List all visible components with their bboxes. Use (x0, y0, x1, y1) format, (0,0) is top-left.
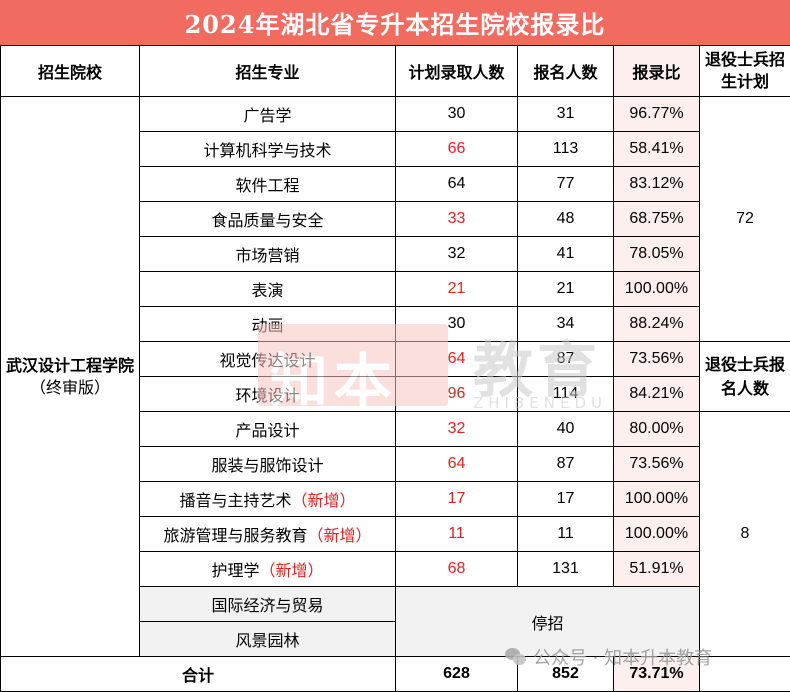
applicants-cell: 41 (518, 237, 614, 272)
major-name: 市场营销 (235, 246, 299, 265)
planned-cell: 30 (396, 307, 518, 342)
new-tag: （新增） (260, 561, 324, 580)
major-cell: 服装与服饰设计 (140, 447, 396, 482)
header-row: 招生院校 招生专业 计划录取人数 报名人数 报录比 退役士兵招生计划 (1, 46, 790, 97)
major-cell: 软件工程 (140, 167, 396, 202)
major-name: 服装与服饰设计 (211, 456, 323, 475)
major-cell: 旅游管理与服务教育（新增） (140, 517, 396, 552)
total-label: 合计 (1, 657, 396, 692)
applicants-cell: 113 (518, 132, 614, 167)
major-cell: 广告学 (140, 97, 396, 132)
admission-ratio-table: 招生院校 招生专业 计划录取人数 报名人数 报录比 退役士兵招生计划 武汉设计工… (0, 45, 790, 692)
page-title: 2024年湖北省专升本招生院校报录比 (0, 0, 790, 45)
ratio-cell: 100.00% (614, 482, 700, 517)
major-cell: 计算机科学与技术 (140, 132, 396, 167)
applicants-cell: 21 (518, 272, 614, 307)
ratio-cell: 96.77% (614, 97, 700, 132)
ratio-cell: 83.12% (614, 167, 700, 202)
planned-cell: 32 (396, 237, 518, 272)
major-cell: 动画 (140, 307, 396, 342)
ratio-cell: 51.91% (614, 552, 700, 587)
ratio-cell: 88.24% (614, 307, 700, 342)
major-name: 旅游管理与服务教育 (163, 526, 307, 545)
applicants-cell: 87 (518, 447, 614, 482)
applicants-cell: 34 (518, 307, 614, 342)
applicants-cell: 77 (518, 167, 614, 202)
applicants-cell: 114 (518, 377, 614, 412)
ratio-cell: 58.41% (614, 132, 700, 167)
planned-cell: 96 (396, 377, 518, 412)
planned-cell: 21 (396, 272, 518, 307)
ratio-cell: 100.00% (614, 517, 700, 552)
footer-watermark-text: 公众号 · 知本升本教育 (533, 644, 712, 670)
applicants-cell: 87 (518, 342, 614, 377)
header-planned: 计划录取人数 (396, 46, 518, 97)
major-name: 软件工程 (235, 176, 299, 195)
major-name: 护理学 (211, 561, 259, 580)
major-cell: 产品设计 (140, 412, 396, 447)
ratio-cell: 73.56% (614, 447, 700, 482)
new-tag: （新增） (308, 526, 372, 545)
major-name: 食品质量与安全 (211, 211, 323, 230)
major-name: 视觉传达设计 (219, 351, 315, 370)
major-cell: 市场营销 (140, 237, 396, 272)
applicants-cell: 48 (518, 202, 614, 237)
ratio-cell: 84.21% (614, 377, 700, 412)
footer-watermark: 公众号 · 知本升本教育 (505, 646, 712, 668)
major-name: 环境设计 (235, 386, 299, 405)
planned-cell: 68 (396, 552, 518, 587)
major-name: 动画 (251, 316, 283, 335)
planned-cell: 17 (396, 482, 518, 517)
major-cell: 食品质量与安全 (140, 202, 396, 237)
veteran-plan-value: 72 (700, 97, 790, 342)
ratio-cell: 78.05% (614, 237, 700, 272)
major-cell: 护理学（新增） (140, 552, 396, 587)
major-name: 播音与主持艺术 (179, 491, 291, 510)
header-major: 招生专业 (140, 46, 396, 97)
header-applicants: 报名人数 (518, 46, 614, 97)
header-veteran-applicants: 退役士兵报名人数 (700, 342, 790, 412)
total-planned: 628 (396, 657, 518, 692)
planned-cell: 11 (396, 517, 518, 552)
applicants-cell: 131 (518, 552, 614, 587)
school-note: （终审版） (1, 377, 139, 399)
veteran-applicants-value: 8 (700, 412, 790, 657)
new-tag: （新增） (292, 491, 356, 510)
major-name: 产品设计 (235, 421, 299, 440)
major-cell: 视觉传达设计 (140, 342, 396, 377)
header-ratio: 报录比 (614, 46, 700, 97)
major-cell: 播音与主持艺术（新增） (140, 482, 396, 517)
applicants-cell: 31 (518, 97, 614, 132)
applicants-cell: 40 (518, 412, 614, 447)
applicants-cell: 17 (518, 482, 614, 517)
suspended-major: 风景园林 (140, 622, 396, 657)
ratio-cell: 100.00% (614, 272, 700, 307)
planned-cell: 33 (396, 202, 518, 237)
suspended-major: 国际经济与贸易 (140, 587, 396, 622)
planned-cell: 64 (396, 167, 518, 202)
applicants-cell: 11 (518, 517, 614, 552)
total-empty (700, 657, 790, 692)
planned-cell: 64 (396, 447, 518, 482)
planned-cell: 32 (396, 412, 518, 447)
planned-cell: 66 (396, 132, 518, 167)
wechat-icon (505, 648, 527, 666)
major-cell: 表演 (140, 272, 396, 307)
planned-cell: 64 (396, 342, 518, 377)
major-name: 表演 (251, 281, 283, 300)
ratio-cell: 68.75% (614, 202, 700, 237)
school-name: 武汉设计工程学院 (1, 355, 139, 377)
ratio-cell: 80.00% (614, 412, 700, 447)
major-cell: 环境设计 (140, 377, 396, 412)
header-veteran-plan: 退役士兵招生计划 (700, 46, 790, 97)
header-school: 招生院校 (1, 46, 140, 97)
major-name: 广告学 (243, 106, 291, 125)
ratio-cell: 73.56% (614, 342, 700, 377)
planned-cell: 30 (396, 97, 518, 132)
major-name: 计算机科学与技术 (203, 141, 331, 160)
school-cell: 武汉设计工程学院（终审版） (1, 97, 140, 657)
